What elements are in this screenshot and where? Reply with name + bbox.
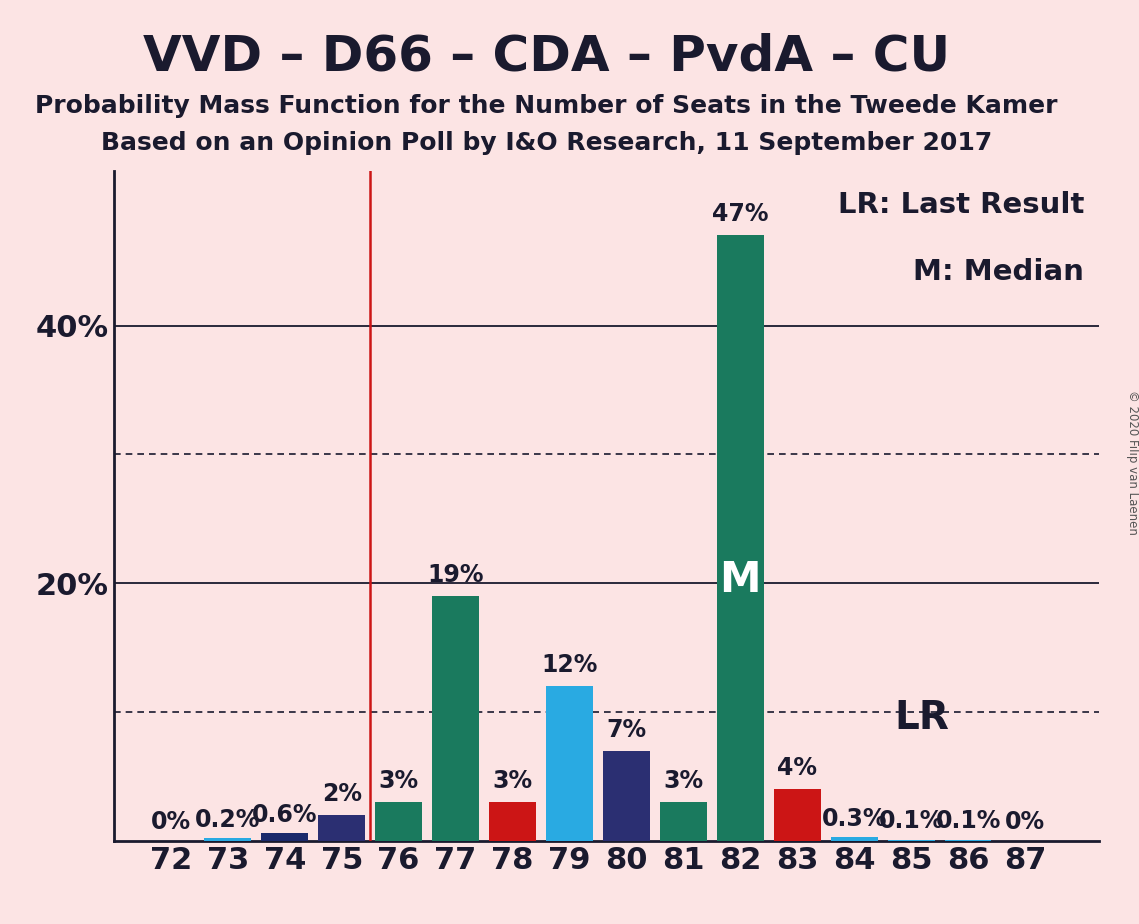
Text: 7%: 7%: [606, 718, 647, 742]
Text: 0.1%: 0.1%: [878, 809, 944, 833]
Text: 3%: 3%: [378, 769, 419, 793]
Text: 3%: 3%: [492, 769, 533, 793]
Text: Probability Mass Function for the Number of Seats in the Tweede Kamer: Probability Mass Function for the Number…: [35, 94, 1058, 118]
Text: © 2020 Filip van Laenen: © 2020 Filip van Laenen: [1125, 390, 1139, 534]
Bar: [490, 802, 535, 841]
Bar: [945, 840, 992, 841]
Bar: [205, 838, 251, 841]
Text: 4%: 4%: [777, 756, 818, 780]
Bar: [376, 802, 423, 841]
Text: 0%: 0%: [1005, 810, 1046, 834]
Bar: [547, 687, 592, 841]
Text: M: Median: M: Median: [913, 258, 1084, 286]
Text: 0.6%: 0.6%: [252, 803, 318, 827]
Bar: [888, 840, 934, 841]
Text: 0.3%: 0.3%: [821, 807, 887, 831]
Text: 12%: 12%: [541, 653, 598, 677]
Bar: [319, 815, 364, 841]
Bar: [775, 789, 820, 841]
Text: Based on an Opinion Poll by I&O Research, 11 September 2017: Based on an Opinion Poll by I&O Research…: [101, 131, 992, 155]
Text: 0.2%: 0.2%: [195, 808, 261, 832]
Text: 2%: 2%: [321, 782, 362, 806]
Text: LR: Last Result: LR: Last Result: [838, 191, 1084, 219]
Text: 0%: 0%: [150, 810, 191, 834]
Bar: [433, 596, 480, 841]
Text: LR: LR: [894, 699, 949, 737]
Text: 47%: 47%: [712, 202, 769, 226]
Bar: [661, 802, 707, 841]
Text: 19%: 19%: [427, 563, 484, 587]
Bar: [831, 837, 877, 841]
Bar: [262, 833, 308, 841]
Text: 3%: 3%: [663, 769, 704, 793]
Bar: [718, 236, 764, 841]
Bar: [604, 750, 649, 841]
Text: 0.1%: 0.1%: [935, 809, 1001, 833]
Text: VVD – D66 – CDA – PvdA – CU: VVD – D66 – CDA – PvdA – CU: [144, 32, 950, 80]
Text: M: M: [720, 559, 761, 602]
